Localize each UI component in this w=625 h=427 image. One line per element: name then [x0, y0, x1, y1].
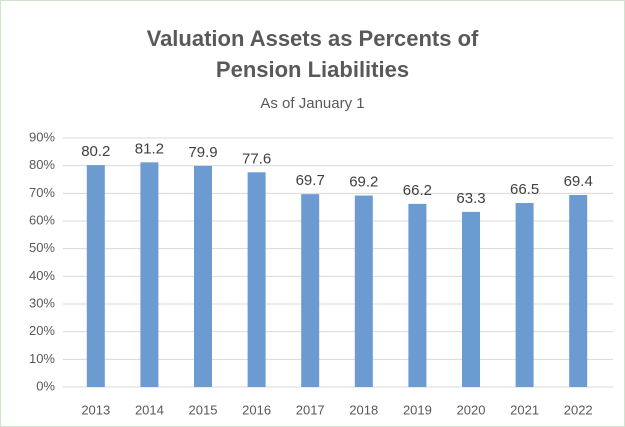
y-tick-label: 0% — [36, 378, 55, 393]
data-label: 81.2 — [135, 140, 164, 157]
y-tick-label: 20% — [29, 323, 55, 338]
data-label: 69.2 — [349, 174, 378, 191]
x-tick-label: 2020 — [457, 402, 486, 417]
x-tick-label: 2019 — [403, 402, 432, 417]
y-tick-label: 10% — [29, 351, 55, 366]
x-tick-label: 2018 — [349, 402, 378, 417]
y-tick-label: 70% — [29, 185, 55, 200]
data-label: 66.5 — [510, 181, 539, 198]
bar — [247, 172, 266, 387]
x-tick-label: 2022 — [564, 402, 593, 417]
data-label: 77.6 — [242, 150, 271, 167]
bar — [194, 165, 212, 387]
bar — [515, 203, 534, 387]
x-tick-label: 2015 — [189, 402, 218, 417]
y-tick-label: 40% — [29, 268, 55, 283]
data-label: 66.2 — [403, 182, 432, 199]
x-tick-label: 2021 — [510, 402, 539, 417]
x-tick-label: 2013 — [81, 402, 110, 417]
bar — [569, 194, 588, 387]
y-tick-label: 80% — [29, 157, 55, 172]
title-box: Valuation Assets as Percents of Pension … — [1, 23, 624, 85]
y-tick-label: 60% — [29, 212, 55, 227]
data-label: 80.2 — [81, 143, 110, 160]
bar — [301, 194, 320, 387]
bar — [462, 211, 480, 387]
y-tick-label: 50% — [29, 240, 55, 255]
bar — [86, 165, 105, 387]
data-label: 79.9 — [188, 144, 217, 161]
y-tick-label: 90% — [29, 129, 55, 144]
data-label: 69.7 — [296, 172, 325, 189]
y-tick-label: 30% — [29, 295, 55, 310]
x-tick-label: 2014 — [135, 402, 164, 417]
data-label: 69.4 — [564, 173, 593, 190]
data-label: 63.3 — [456, 190, 485, 207]
chart-subtitle: As of January 1 — [260, 95, 365, 112]
bar — [408, 203, 427, 387]
chart-title: Valuation Assets as Percents of Pension … — [146, 26, 479, 82]
x-tick-label: 2017 — [296, 402, 325, 417]
bar — [140, 162, 159, 387]
x-tick-label: 2016 — [242, 402, 271, 417]
bar — [354, 195, 373, 387]
